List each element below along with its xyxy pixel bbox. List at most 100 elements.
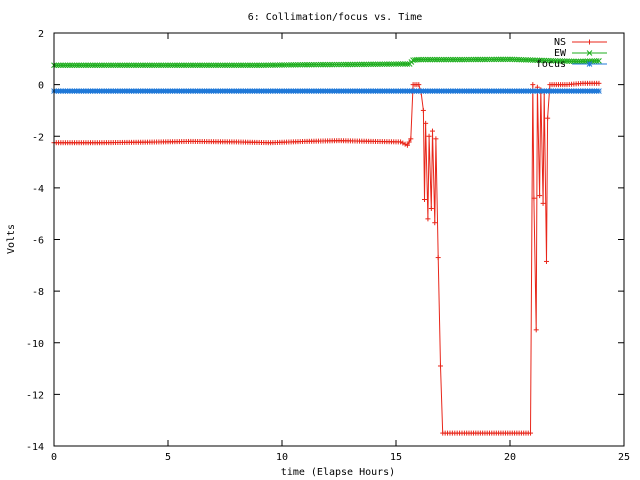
data-point bbox=[73, 62, 80, 69]
data-point bbox=[199, 62, 206, 69]
data-point bbox=[146, 62, 153, 69]
data-point bbox=[263, 62, 269, 69]
data-point bbox=[270, 62, 276, 68]
data-point bbox=[507, 56, 513, 63]
data-point bbox=[545, 57, 552, 64]
data-point bbox=[368, 61, 374, 68]
data-point bbox=[447, 56, 454, 63]
data-point bbox=[530, 82, 536, 88]
data-point bbox=[228, 62, 235, 69]
data-point bbox=[534, 57, 541, 64]
data-point bbox=[548, 57, 554, 64]
data-point bbox=[566, 58, 573, 65]
data-point bbox=[324, 61, 331, 68]
data-point bbox=[128, 62, 135, 69]
data-point bbox=[518, 56, 525, 63]
data-point bbox=[532, 57, 538, 64]
plot-frame bbox=[53, 32, 625, 447]
data-point bbox=[397, 61, 404, 67]
data-point bbox=[404, 142, 410, 148]
data-point bbox=[160, 62, 167, 69]
data-point bbox=[105, 62, 112, 69]
data-point bbox=[434, 56, 440, 63]
data-point bbox=[203, 62, 210, 69]
chart-title: 6: Collimation/focus vs. Time bbox=[248, 12, 423, 23]
x-tick-label: 20 bbox=[504, 452, 516, 463]
data-point bbox=[53, 62, 60, 69]
data-point bbox=[470, 56, 477, 63]
data-point bbox=[454, 56, 461, 63]
data-point bbox=[498, 56, 504, 63]
data-point bbox=[420, 56, 427, 63]
data-point bbox=[114, 62, 121, 69]
data-point bbox=[516, 56, 522, 63]
data-point bbox=[428, 206, 434, 212]
data-point bbox=[311, 61, 317, 68]
data-point bbox=[429, 128, 435, 134]
data-point bbox=[89, 62, 96, 69]
data-point bbox=[545, 115, 551, 121]
data-point bbox=[85, 62, 92, 69]
data-point bbox=[235, 62, 242, 69]
data-point bbox=[536, 57, 543, 64]
data-point bbox=[272, 62, 279, 68]
data-point bbox=[347, 61, 354, 68]
data-point bbox=[258, 62, 265, 69]
data-point bbox=[78, 62, 85, 69]
data-point bbox=[381, 61, 388, 68]
data-point bbox=[288, 62, 294, 68]
y-tick-label: -2 bbox=[32, 132, 44, 143]
data-point bbox=[559, 58, 566, 64]
data-point bbox=[244, 62, 251, 69]
data-point bbox=[539, 57, 545, 64]
data-point bbox=[254, 62, 260, 69]
data-point bbox=[238, 62, 244, 69]
data-point bbox=[210, 62, 217, 69]
data-point bbox=[317, 61, 324, 68]
data-point bbox=[435, 255, 441, 261]
data-point bbox=[121, 62, 128, 69]
data-point bbox=[591, 58, 598, 64]
data-point bbox=[422, 56, 429, 63]
data-point bbox=[247, 62, 253, 69]
data-point bbox=[570, 58, 577, 65]
data-point bbox=[76, 62, 82, 69]
data-point bbox=[124, 62, 130, 69]
data-point bbox=[242, 62, 249, 69]
data-point bbox=[137, 62, 144, 69]
data-point bbox=[256, 62, 263, 69]
data-point bbox=[431, 56, 438, 63]
data-point bbox=[119, 62, 126, 69]
data-point bbox=[541, 57, 548, 64]
data-point bbox=[493, 56, 500, 63]
data-point bbox=[345, 61, 351, 68]
data-point bbox=[361, 61, 367, 68]
data-point bbox=[274, 62, 281, 68]
data-point bbox=[231, 62, 237, 69]
data-point bbox=[226, 62, 233, 69]
y-tick-label: 2 bbox=[38, 29, 44, 40]
data-point bbox=[500, 56, 507, 63]
data-point bbox=[299, 61, 306, 68]
data-point bbox=[133, 62, 139, 69]
data-point bbox=[520, 56, 527, 63]
data-point bbox=[342, 61, 349, 68]
legend-marker bbox=[586, 61, 593, 67]
data-point bbox=[509, 56, 516, 63]
data-point bbox=[336, 61, 342, 68]
data-point bbox=[171, 62, 178, 69]
data-point bbox=[488, 56, 495, 63]
data-point bbox=[265, 62, 272, 69]
data-point bbox=[466, 56, 472, 63]
data-point bbox=[233, 62, 240, 69]
data-point bbox=[408, 136, 414, 142]
data-point bbox=[213, 62, 219, 69]
x-tick-label: 0 bbox=[51, 452, 57, 463]
data-point bbox=[429, 56, 436, 63]
data-point bbox=[543, 57, 550, 64]
data-point bbox=[185, 62, 192, 69]
data-point bbox=[290, 62, 297, 68]
